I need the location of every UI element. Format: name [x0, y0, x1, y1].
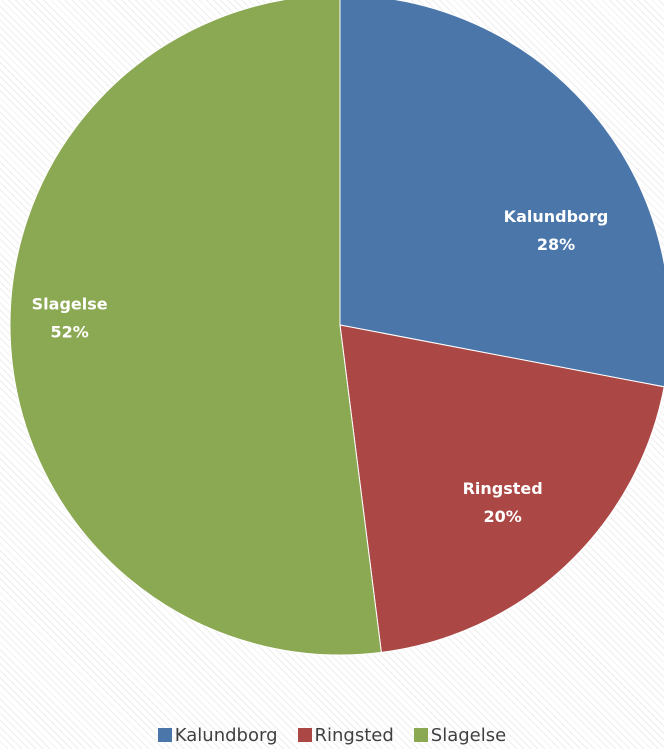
slice-label-name-slagelse: Slagelse: [32, 295, 108, 314]
legend-label-ringsted: Ringsted: [314, 724, 394, 746]
legend-swatch-slagelse: [413, 728, 428, 742]
legend-label-kalundborg: Kalundborg: [174, 724, 278, 746]
pie-slices: [9, 0, 664, 656]
legend-item-kalundborg: Kalundborg: [157, 724, 278, 746]
legend-item-slagelse: Slagelse: [413, 724, 507, 746]
pie-slice-ringsted: [339, 324, 664, 653]
slice-label-value-kalundborg: 28%: [537, 235, 575, 254]
slice-label-value-slagelse: 52%: [50, 323, 88, 342]
legend-swatch-kalundborg: [157, 728, 172, 742]
pie-slice-slagelse: [9, 0, 382, 656]
slice-label-name-ringsted: Ringsted: [463, 479, 543, 498]
pie-slice-kalundborg: [339, 0, 664, 388]
slice-label-name-kalundborg: Kalundborg: [504, 207, 609, 226]
legend-label-slagelse: Slagelse: [430, 724, 507, 746]
legend-swatch-ringsted: [297, 728, 312, 742]
slice-label-value-ringsted: 20%: [483, 507, 521, 526]
legend-item-ringsted: Ringsted: [297, 724, 394, 746]
pie-labels: Kalundborg 28% Ringsted 20% Slagelse 52%: [32, 207, 609, 526]
legend: Kalundborg Ringsted Slagelse: [0, 723, 664, 747]
